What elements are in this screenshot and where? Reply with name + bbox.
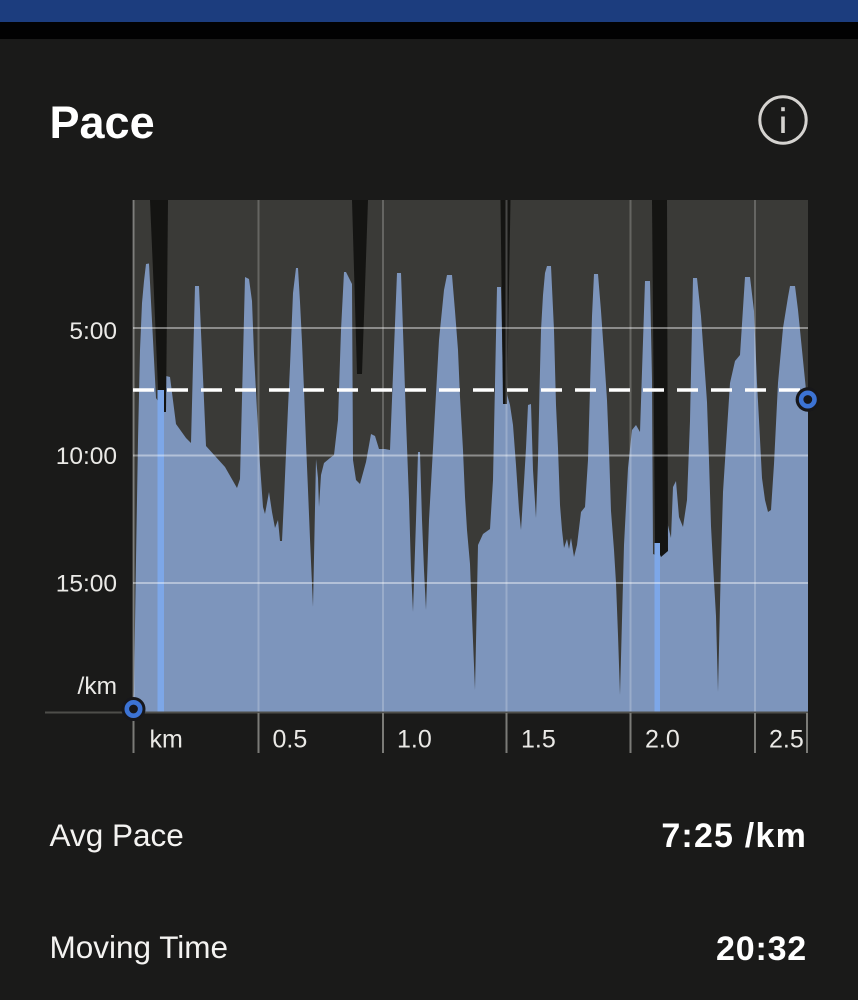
svg-text:km: km <box>150 726 183 754</box>
svg-text:7:25 /km: 7:25 /km <box>661 817 807 855</box>
svg-text:1.0: 1.0 <box>397 726 432 754</box>
svg-text:Pace: Pace <box>50 97 155 148</box>
svg-text:2.0: 2.0 <box>645 726 680 754</box>
svg-text:0.5: 0.5 <box>273 726 308 754</box>
svg-text:2.5: 2.5 <box>769 726 804 754</box>
svg-text:Moving Time: Moving Time <box>50 929 229 965</box>
svg-text:10:00: 10:00 <box>56 443 117 470</box>
svg-text:1.5: 1.5 <box>521 726 556 754</box>
svg-text:/km: /km <box>78 673 117 700</box>
svg-text:15:00: 15:00 <box>56 571 117 598</box>
svg-text:Avg Pace: Avg Pace <box>50 817 184 853</box>
svg-text:5:00: 5:00 <box>69 318 117 345</box>
svg-text:20:32: 20:32 <box>716 930 807 968</box>
